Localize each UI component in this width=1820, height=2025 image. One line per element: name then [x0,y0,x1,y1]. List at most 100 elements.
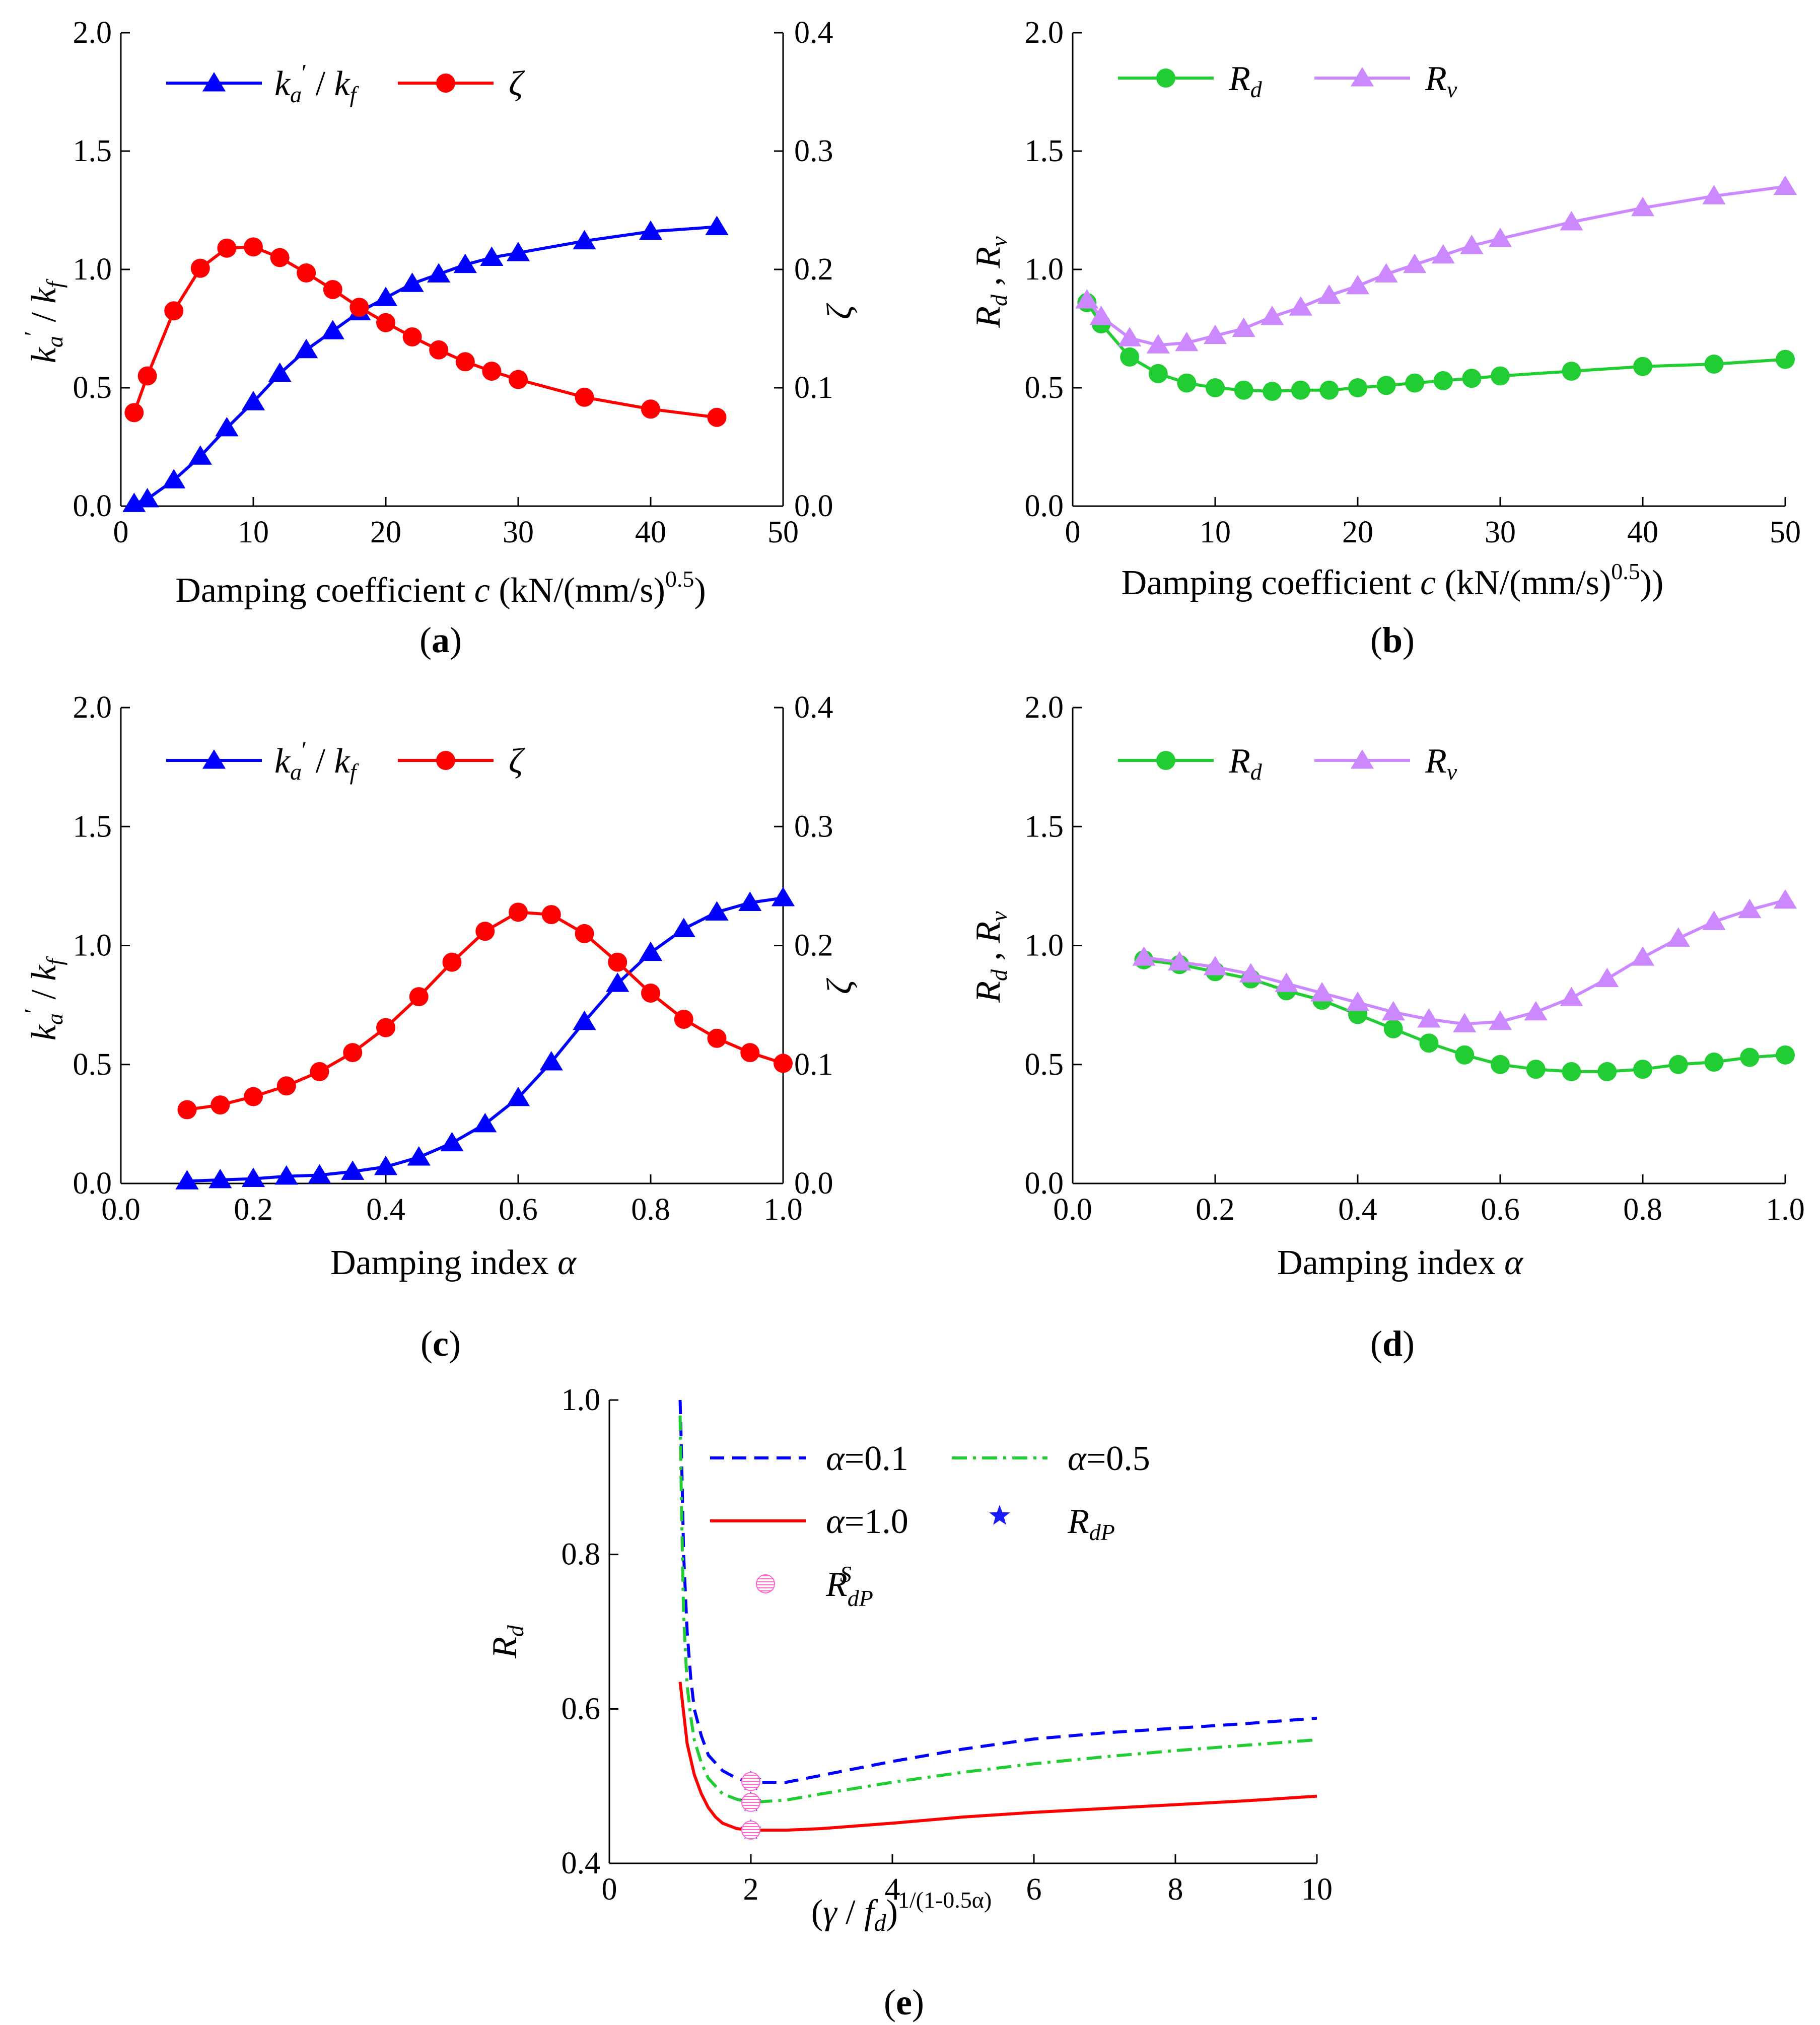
data-point [741,1821,760,1840]
series-ζ [177,902,793,1120]
data-point [509,902,528,922]
series-line [132,245,717,419]
panel-b-caption: (b) [1370,620,1415,660]
data-point [1666,927,1690,947]
data-point [190,258,210,278]
data-point [1120,347,1140,367]
data-point [1526,1060,1546,1079]
panel-c-caption: (c) [421,1323,461,1364]
x-tick-label: 0.8 [631,1193,670,1227]
panel-d-y-label: Rd , Rv [969,911,1012,1003]
x-tick-label: 0.4 [1338,1193,1377,1227]
legend-label-zeta: ζ [509,742,525,781]
series-α=0.5 [678,1415,1317,1804]
data-point [539,1051,563,1071]
legend-label-rsdp: RdPS [825,1561,873,1611]
data-point [1460,235,1484,254]
data-point [295,338,318,359]
y2-tick-label: 0.2 [794,929,833,963]
legend-label-k: ka′ / kf [274,59,360,107]
series-line [678,1682,1317,1832]
x-tick-label: 1.0 [763,1193,803,1227]
legend-label-rv: Rv [1425,59,1457,102]
panel-c-y2-label: ζ [820,977,859,994]
y-tick-label: 1.5 [1025,134,1064,168]
data-point [674,1009,693,1029]
data-point [1776,350,1795,369]
data-point [343,1043,363,1063]
data-point [1668,1055,1688,1074]
data-point [1631,196,1655,217]
data-point [1203,956,1227,975]
data-point [1431,244,1455,264]
y-tick-label: 0.0 [73,1166,112,1201]
legend-marker [436,751,455,770]
data-point [1562,1062,1581,1081]
x-tick-label: 0.6 [499,1193,538,1227]
legend-label-rdp: RdP [1067,1502,1115,1545]
y-tick-label: 1.0 [1025,252,1064,287]
data-point [376,313,395,332]
data-point [1376,376,1396,395]
data-point [740,1043,760,1063]
y2-tick-label: 0.1 [794,371,833,405]
data-point [400,272,424,292]
x-tick-label: 30 [1485,515,1516,549]
panel-b-x-label: Damping coefficient c (kN/(mm/s)0.5)) [1122,558,1664,602]
legend: ka′ / kf ζ [166,59,525,107]
data-point [1383,1019,1403,1038]
y-tick-label: 0.5 [1025,1048,1064,1082]
data-point [1232,317,1255,337]
y2-tick-label: 0.3 [794,134,833,168]
y2-tick-label: 0.0 [794,489,833,523]
data-point [274,1165,298,1185]
x-tick-label: 8 [1168,1872,1183,1907]
y-tick-label: 2.0 [1025,16,1064,50]
data-point [1488,227,1512,247]
legend-marker-star [989,1505,1010,1525]
x-tick-label: 0 [1065,515,1081,549]
data-point [1263,382,1282,401]
data-point [575,387,594,407]
data-point [1455,1045,1475,1065]
series-α=0.1 [678,1400,1317,1784]
data-point [1291,380,1310,400]
legend-label-rv: Rv [1425,742,1457,785]
data-point [175,1170,199,1190]
panel-a-y-label: ka′ / kf [20,278,67,364]
y-tick-label: 1.5 [1025,809,1064,844]
data-point [1275,972,1298,992]
data-point [606,972,629,992]
data-point [705,216,729,235]
data-point [453,253,477,273]
data-point [639,941,663,961]
y-tick-label: 1.5 [73,134,112,168]
series-line [1144,898,1785,1026]
panel-c-chart: 0.0 0.2 0.4 0.6 0.8 1.00.00.51.01.52.00.00.10… [73,690,833,1227]
data-point [442,952,462,972]
x-tick-label: 50 [1770,515,1801,549]
data-point [1433,371,1453,390]
legend-marker-hatch [756,1574,775,1593]
y2-tick-label: 0.4 [794,690,833,725]
data-point [509,370,528,389]
data-point [771,887,795,906]
x-tick-label: 10 [238,515,269,549]
data-point [215,416,239,437]
data-point [188,445,212,465]
y-tick-label: 0.5 [1025,371,1064,405]
series-line [1086,185,1785,347]
data-point [1704,1053,1724,1072]
data-point [1562,362,1581,381]
legend-label-rd: Rd [1228,742,1263,785]
data-point [641,984,660,1003]
data-point [1704,355,1724,374]
data-point [1146,334,1170,354]
x-tick-label: 2 [743,1872,759,1907]
y-tick-label: 0.0 [73,489,112,523]
series-k'a / kf [175,887,795,1190]
y-tick-label: 0.6 [562,1692,601,1726]
data-point [241,391,265,410]
series-line [187,911,783,1111]
